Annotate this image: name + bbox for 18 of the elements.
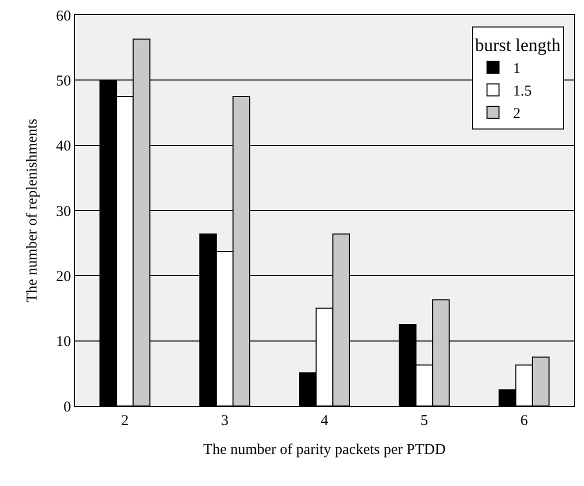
y-tick-label: 20 bbox=[56, 268, 71, 285]
y-tick-label: 40 bbox=[56, 138, 71, 155]
legend-title: burst length bbox=[475, 35, 561, 56]
x-tick-label: 2 bbox=[121, 413, 129, 429]
legend-label: 1 bbox=[513, 61, 521, 78]
x-tick-label: 3 bbox=[220, 413, 228, 429]
y-tick-label: 30 bbox=[56, 204, 71, 220]
y-axis-title: The number of replenishments bbox=[24, 118, 40, 302]
x-tick-label: 4 bbox=[320, 413, 329, 429]
y-tick-label: 10 bbox=[56, 334, 71, 350]
legend-label: 1.5 bbox=[513, 84, 532, 100]
y-tick-label: 60 bbox=[56, 8, 71, 24]
legend-label: 2 bbox=[513, 106, 521, 122]
x-axis-title: The number of parity packets per PTDD bbox=[203, 442, 446, 458]
x-tick-label: 5 bbox=[420, 413, 428, 429]
y-tick-label: 50 bbox=[56, 73, 71, 90]
y-tick-label: 0 bbox=[64, 399, 71, 416]
x-tick-label: 6 bbox=[520, 413, 528, 429]
